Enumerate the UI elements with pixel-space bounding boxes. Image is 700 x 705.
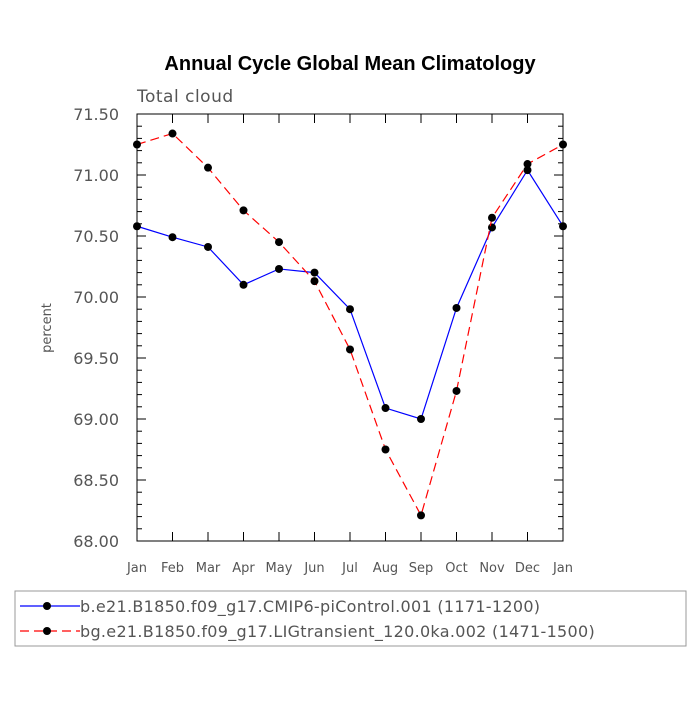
y-tick-label: 70.50 [73, 227, 119, 246]
series-2-point [275, 238, 283, 247]
series-1-point [417, 415, 425, 423]
series-1-point [168, 233, 177, 242]
series-1-point [275, 264, 283, 273]
x-tick-label: Jan [126, 561, 147, 576]
axes: 68.00 68.50 69.00 69.50 70.00 70.50 71.00 71.50… [73, 105, 573, 576]
x-tick-label: Jul [341, 561, 358, 576]
x-tick-label: Jan [552, 561, 573, 576]
series-2-point [310, 277, 319, 286]
x-tick-label: Jun [303, 561, 324, 576]
series-2-point [204, 163, 212, 172]
series-1-point [239, 280, 248, 289]
x-tick-label: Mar [196, 561, 221, 576]
series-2-point [559, 140, 567, 149]
legend-box [14, 590, 687, 647]
y-tick-label: 71.50 [73, 105, 119, 124]
legend-marker-1 [43, 602, 51, 610]
series-2-point [346, 345, 354, 354]
series-2-point [488, 213, 496, 222]
x-tick-label: Dec [515, 561, 540, 576]
x-tick-label: Apr [232, 561, 255, 576]
x-tick-label: Sep [409, 561, 434, 576]
x-tick-label: Oct [445, 561, 467, 576]
series-2-line [136, 132, 564, 517]
y-tick-label: 71.00 [73, 166, 119, 185]
series-1-point [559, 222, 567, 231]
series-1-point [204, 242, 212, 251]
series-2-point [523, 160, 532, 169]
series-2-point [417, 511, 425, 520]
x-tick-label: Aug [373, 561, 398, 576]
series-2-point [168, 129, 177, 138]
series-1-point [452, 303, 461, 312]
legend-label-1: b.e21.B1850.f09_g17.CMIP6-piControl.001 … [80, 597, 540, 617]
legend-marker-2 [43, 627, 51, 635]
series-2-point [452, 386, 461, 395]
plot-frame [136, 113, 564, 542]
series-2 [133, 129, 567, 520]
legend: b.e21.B1850.f09_g17.CMIP6-piControl.001 … [14, 590, 687, 647]
series-1-point [346, 305, 354, 314]
legend-items: b.e21.B1850.f09_g17.CMIP6-piControl.001 … [20, 597, 595, 642]
x-tick-label: Nov [479, 561, 505, 576]
series-2-point [381, 445, 390, 454]
y-tick-label: 68.00 [73, 532, 119, 551]
series-1 [133, 166, 567, 423]
x-tick-label: Feb [161, 561, 184, 576]
series-2-point [133, 140, 141, 149]
y-tick-label: 70.00 [73, 288, 119, 307]
x-tick-label: May [266, 561, 293, 576]
legend-label-2: bg.e21.B1850.f09_g17.LIGtransient_120.0k… [80, 622, 595, 642]
series-2-point [239, 206, 248, 215]
y-tick-label: 69.00 [73, 410, 119, 429]
chart-subtitle: Total cloud [136, 87, 234, 107]
y-axis-label: percent [40, 303, 55, 353]
series-1-point [310, 268, 319, 277]
y-tick-label: 68.50 [73, 471, 119, 490]
series-1-point [488, 223, 496, 232]
y-tick-label: 69.50 [73, 349, 119, 368]
series-layer [133, 129, 567, 520]
series-1-point [523, 166, 532, 175]
chart-title: Annual Cycle Global Mean Climatology [164, 53, 536, 75]
series-1-point [381, 404, 390, 413]
series-1-point [133, 222, 141, 231]
